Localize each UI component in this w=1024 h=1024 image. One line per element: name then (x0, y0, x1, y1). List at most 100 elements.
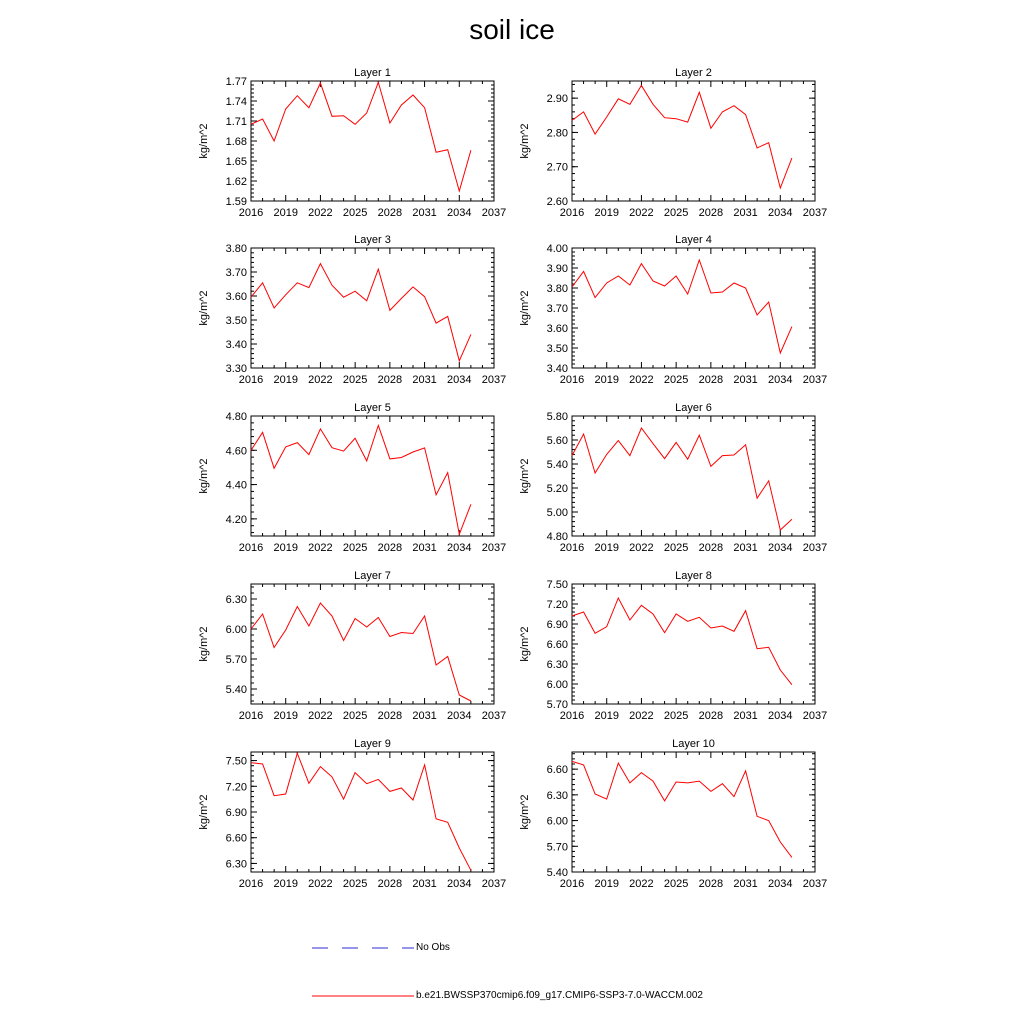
y-tick-label: 1.74 (226, 96, 247, 108)
x-tick-label: 2037 (482, 542, 506, 554)
x-tick-label: 2022 (308, 710, 332, 722)
chart-layer-5: Layer 5 kg/m^2 2016 2019 2022 2025 2028 2031 203… (198, 402, 506, 554)
y-tick-label: 1.77 (226, 76, 247, 88)
plot-frame (250, 247, 495, 369)
plot-frame (571, 80, 816, 202)
x-tick-label: 2025 (664, 710, 688, 722)
x-tick-label: 2016 (560, 710, 584, 722)
y-tick-label: 6.00 (547, 816, 568, 828)
chart-layer-6: Layer 6 kg/m^2 2016 2019 2022 2025 2028 2031 203… (519, 402, 827, 554)
y-tick-label: 2.90 (547, 93, 568, 105)
y-axis-label: kg/m^2 (519, 458, 531, 493)
y-tick-label: 4.40 (226, 480, 247, 492)
y-tick-label: 4.20 (226, 514, 247, 526)
y-tick-label: 3.90 (547, 263, 568, 275)
x-tick-label: 2016 (239, 710, 263, 722)
y-tick-label: 5.80 (547, 411, 568, 423)
y-tick-label: 2.70 (547, 162, 568, 174)
series-line (250, 423, 472, 537)
x-tick-label: 2037 (803, 878, 827, 890)
chart-layer-8: Layer 8 kg/m^2 2016 2019 2022 2025 2028 2031 203… (519, 570, 827, 722)
x-tick-label: 2019 (594, 710, 618, 722)
x-tick-label: 2028 (378, 878, 402, 890)
chart-title: Layer 1 (354, 67, 391, 79)
series-line (250, 751, 472, 871)
y-tick-label: 4.00 (547, 243, 568, 255)
x-tick-label: 2034 (768, 710, 792, 722)
x-tick-label: 2022 (629, 710, 653, 722)
y-tick-label: 5.70 (547, 841, 568, 853)
series-line (571, 596, 793, 686)
y-axis-label: kg/m^2 (519, 123, 531, 158)
y-tick-label: 3.30 (226, 363, 247, 375)
y-axis-label: kg/m^2 (198, 458, 210, 493)
y-tick-label: 5.70 (226, 654, 247, 666)
y-tick-label: 7.20 (547, 599, 568, 611)
x-tick-label: 2031 (412, 710, 436, 722)
y-tick-label: 6.30 (547, 659, 568, 671)
series-line (250, 602, 472, 702)
chart-title: Layer 10 (672, 738, 715, 750)
x-tick-label: 2034 (447, 878, 471, 890)
x-tick-label: 2022 (308, 878, 332, 890)
x-tick-label: 2022 (629, 878, 653, 890)
chart-layer-9: Layer 9 kg/m^2 2016 2019 2022 2025 2028 2031 203… (198, 738, 506, 890)
y-tick-label: 6.30 (226, 858, 247, 870)
y-tick-label: 5.60 (547, 435, 568, 447)
x-tick-label: 2034 (768, 542, 792, 554)
x-tick-label: 2031 (412, 374, 436, 386)
chart-title: Layer 2 (675, 67, 712, 79)
x-tick-label: 2037 (482, 374, 506, 386)
x-tick-label: 2034 (447, 710, 471, 722)
x-tick-label: 2016 (560, 207, 584, 219)
x-tick-label: 2031 (412, 542, 436, 554)
x-tick-label: 2028 (699, 542, 723, 554)
y-tick-label: 1.62 (226, 176, 247, 188)
x-tick-label: 2028 (378, 710, 402, 722)
x-tick-label: 2028 (378, 542, 402, 554)
x-tick-label: 2034 (768, 374, 792, 386)
x-tick-label: 2034 (768, 207, 792, 219)
y-axis-label: kg/m^2 (198, 794, 210, 829)
series-line (250, 80, 472, 193)
series-line (571, 258, 793, 355)
x-tick-label: 2019 (594, 207, 618, 219)
x-tick-label: 2028 (699, 374, 723, 386)
x-tick-label: 2025 (664, 542, 688, 554)
y-tick-label: 6.30 (226, 594, 247, 606)
x-tick-label: 2034 (447, 374, 471, 386)
x-tick-label: 2019 (594, 878, 618, 890)
y-tick-label: 6.30 (547, 790, 568, 802)
x-tick-label: 2019 (594, 542, 618, 554)
x-tick-label: 2025 (343, 878, 367, 890)
chart-title: Layer 8 (675, 570, 712, 582)
x-tick-label: 2016 (560, 542, 584, 554)
y-axis-label: kg/m^2 (519, 290, 531, 325)
x-tick-label: 2031 (733, 374, 757, 386)
x-tick-label: 2022 (629, 542, 653, 554)
plot-frame (571, 247, 816, 369)
y-axis-label: kg/m^2 (519, 794, 531, 829)
x-tick-label: 2019 (594, 374, 618, 386)
y-tick-label: 3.60 (226, 291, 247, 303)
chart-title: Layer 6 (675, 402, 712, 414)
y-tick-label: 5.00 (547, 507, 568, 519)
y-tick-label: 6.90 (547, 619, 568, 631)
x-tick-label: 2034 (447, 207, 471, 219)
x-tick-label: 2016 (239, 207, 263, 219)
y-tick-label: 1.71 (226, 116, 247, 128)
x-tick-label: 2031 (733, 710, 757, 722)
y-tick-label: 7.20 (226, 781, 247, 793)
y-tick-label: 3.70 (547, 303, 568, 315)
y-tick-label: 6.90 (226, 807, 247, 819)
legend-obs-label: No Obs (416, 942, 450, 953)
y-tick-label: 3.70 (226, 267, 247, 279)
chart-title: Layer 5 (354, 402, 391, 414)
y-tick-label: 3.80 (226, 243, 247, 255)
x-tick-label: 2022 (308, 542, 332, 554)
y-tick-label: 3.50 (226, 315, 247, 327)
y-axis-label: kg/m^2 (198, 290, 210, 325)
y-tick-label: 6.00 (547, 679, 568, 691)
chart-layer-10: Layer 10 kg/m^2 2016 2019 2022 2025 2028 2031 20… (519, 738, 827, 890)
